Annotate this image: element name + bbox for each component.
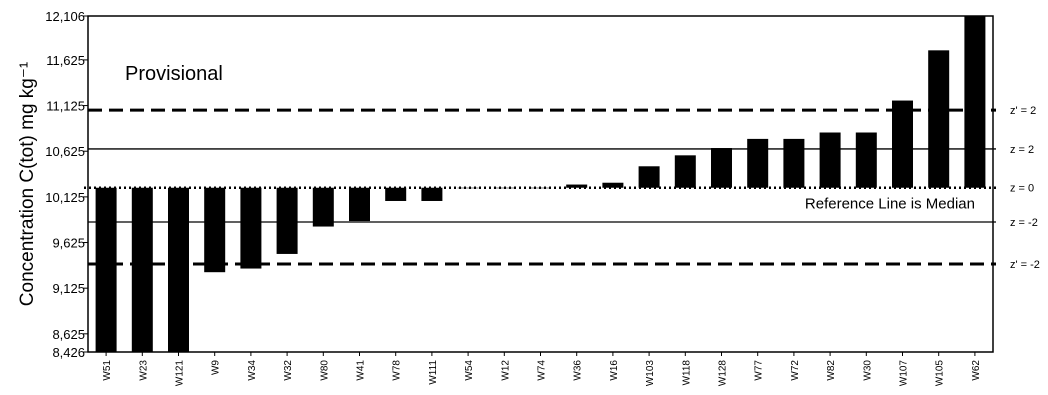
bar-w118 [674,155,696,188]
bar-w30 [855,132,877,188]
z-label: z = 0 [1010,183,1034,195]
bar-w51 [95,187,117,352]
z-label: z = -2 [1010,217,1038,229]
reference-line-note: Reference Line is Median [805,196,975,213]
x-tick-label: W78 [392,360,403,381]
bar-w34 [240,187,262,269]
bar-w103 [638,166,660,188]
bar-w23 [131,187,153,352]
z-labels-group: z' = 2 z = 2 z = 0 z = -2 z' = -2 [1010,105,1040,271]
x-tick-label: W105 [935,360,946,387]
bar-w82 [819,132,841,188]
y-axis: 8,426 8,625 9,125 9,625 10,125 10,625 11,125 11… [45,9,88,360]
x-tick-label: W103 [645,360,656,387]
y-tick-label: 8,426 [52,345,85,360]
x-tick-label: W30 [862,360,873,381]
y-tick-label: 9,125 [52,281,85,296]
y-tick-label: 9,625 [52,236,85,251]
x-tick-label: W62 [971,360,982,381]
x-tick-label: W16 [609,360,620,381]
bar-w121 [168,187,189,352]
bar-w16 [602,182,624,188]
bar-w105 [928,50,950,188]
bar-w72 [783,138,805,188]
x-tick-label: W23 [138,360,149,381]
x-tick-label: W128 [718,360,729,387]
y-tick-label: 12,106 [45,9,85,24]
x-tick-label: W111 [428,360,439,385]
bars-group [95,16,986,352]
y-tick-label: 11,625 [46,53,85,68]
x-tick-label: W80 [319,360,330,381]
bar-w54 [457,187,479,189]
bar-w32 [276,187,298,254]
x-tick-label: W72 [790,360,801,381]
x-tick-label: W107 [899,360,910,387]
x-tick-label: W32 [283,360,294,381]
x-tick-label: W41 [356,360,367,381]
x-tick-label: W118 [681,360,692,386]
bar-w107 [892,100,913,188]
x-tick-label: W12 [500,360,511,381]
bar-w36 [566,184,588,188]
reference-lines-group [84,108,996,266]
bar-w77 [747,138,769,188]
y-tick-label: 8,625 [52,327,85,342]
x-tick-label: W82 [826,360,837,381]
y-tick-label: 10,625 [45,144,85,159]
bar-w41 [349,187,370,222]
z-label: z = 2 [1010,144,1034,156]
bar-w128 [711,148,732,188]
z-label: z' = -2 [1010,259,1040,271]
x-tick-label: W54 [464,360,475,381]
y-tick-label: 11,125 [46,99,85,114]
bar-w111 [421,187,443,201]
provisional-annotation: Provisional [125,63,223,85]
bar-w80 [312,187,334,227]
x-tick-label: W77 [754,360,765,381]
z-label: z' = 2 [1010,105,1036,117]
x-tick-label: W34 [247,360,258,381]
x-tick-label: W36 [573,360,584,381]
bar-w62 [964,16,986,188]
y-tick-label: 10,125 [45,190,85,205]
x-tick-label: W51 [102,360,113,381]
bar-w9 [204,187,226,273]
bar-w78 [385,187,407,201]
x-axis: W51 W23 W121 W9 W34 W32 W80 W41 W78 W111 W54 W12 W74… [102,352,982,386]
x-tick-label: W121 [175,360,186,387]
x-tick-label: W9 [211,360,222,375]
x-tick-label: W74 [537,360,548,381]
y-axis-label: Concentration C(tot) mg kg⁻¹ [17,62,38,306]
